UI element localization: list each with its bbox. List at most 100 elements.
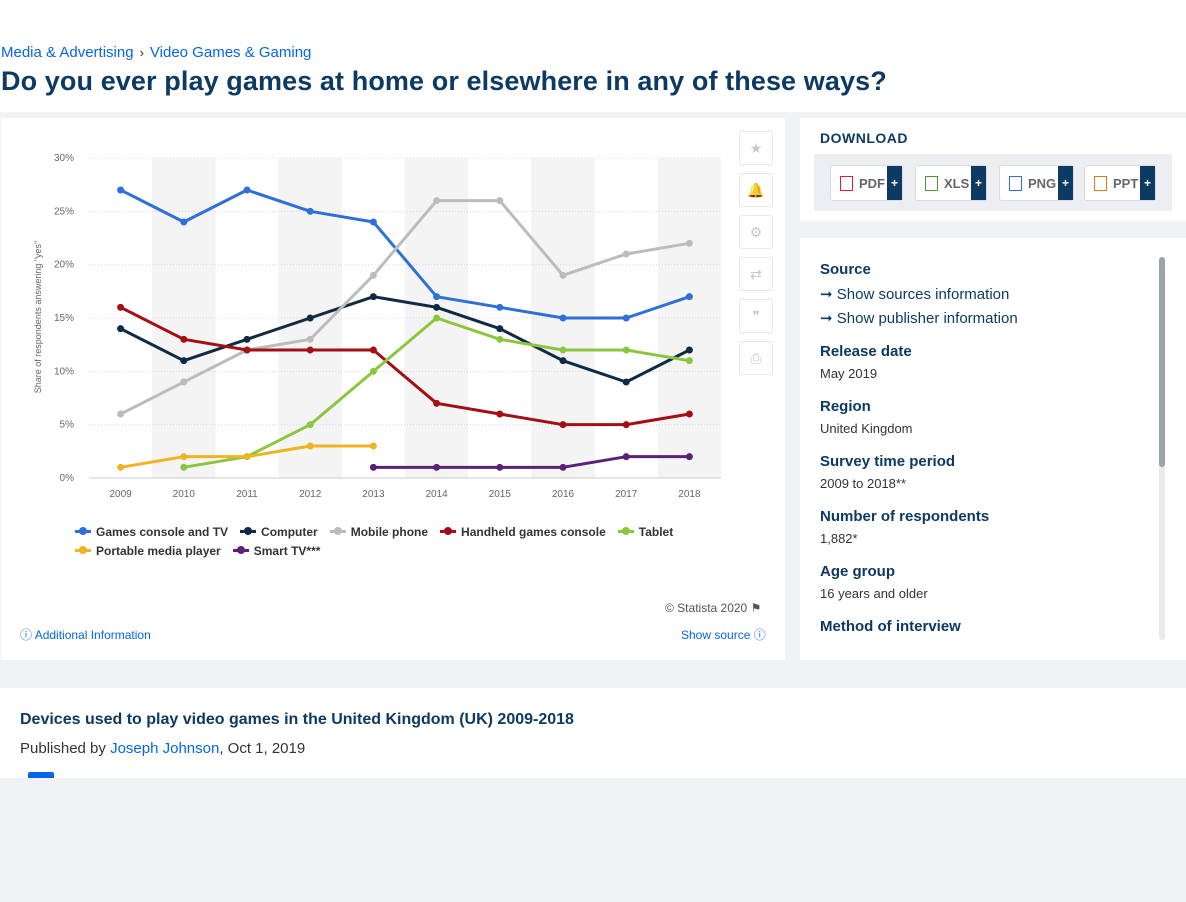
legend-label: Mobile phone — [350, 525, 429, 539]
breadcrumb-item-video-games[interactable]: Video Games & Gaming — [149, 44, 312, 61]
data-point — [433, 463, 441, 471]
download-ppt-button[interactable]: PPT + — [1084, 165, 1156, 201]
data-point — [117, 463, 125, 471]
legend-swatch — [75, 546, 91, 555]
data-point — [433, 314, 441, 322]
data-point — [496, 303, 504, 311]
legend-item[interactable]: Computer — [240, 523, 318, 542]
plus-icon[interactable]: + — [971, 166, 986, 200]
data-point — [180, 218, 188, 226]
data-point — [496, 325, 504, 333]
survey-period-value: 2009 to 2018** — [820, 476, 907, 491]
release-date-value: May 2019 — [820, 366, 878, 381]
x-tick-label: 2009 — [109, 489, 132, 500]
y-tick-label: 25% — [54, 206, 74, 217]
plus-icon[interactable]: + — [887, 166, 902, 200]
data-point — [243, 335, 251, 343]
arrow-right-icon: ➞ — [820, 286, 833, 303]
data-point — [180, 378, 188, 386]
breadcrumb-item-media[interactable]: Media & Advertising — [1, 44, 134, 61]
legend-item[interactable]: Mobile phone — [329, 523, 429, 542]
chart-card: 0% 5% 10% 15% 20% 25% 30% 2009 2010 2011 2012 2013 2… — [1, 118, 785, 660]
y-tick-label: 30% — [54, 153, 74, 164]
ppt-file-icon — [1094, 175, 1107, 191]
legend-item[interactable]: Tablet — [617, 523, 673, 542]
y-tick-label: 10% — [54, 366, 74, 377]
legend-label: Computer — [261, 525, 318, 539]
quote-icon[interactable]: ❞ — [739, 299, 773, 333]
download-xls-button[interactable]: XLS + — [915, 165, 987, 201]
x-tick-label: 2011 — [236, 489, 258, 500]
data-point — [180, 453, 188, 461]
legend-swatch — [329, 527, 346, 536]
x-tick-label: 2013 — [362, 489, 385, 500]
source-info-card: Source ➞ Show sources information ➞ Show… — [800, 238, 1186, 660]
y-tick-label: 5% — [60, 420, 75, 431]
legend-swatch — [617, 527, 634, 536]
legend-label: Games console and TV — [96, 525, 229, 539]
print-icon[interactable]: ⎙ — [739, 341, 773, 375]
age-group-value: 16 years and older — [820, 586, 928, 601]
legend-item[interactable]: Smart TV*** — [232, 542, 321, 561]
data-point — [369, 346, 377, 354]
download-card: DOWNLOAD PDF + XLS + PNG + PPT + — [800, 118, 1186, 221]
legend-item[interactable]: Games console and TV — [75, 523, 228, 542]
data-point — [622, 421, 630, 429]
data-point — [306, 346, 314, 354]
scrollbar-thumb[interactable] — [1159, 257, 1165, 467]
description-card: Devices used to play video games in the … — [0, 688, 1186, 778]
flag-icon[interactable]: ⚑ — [750, 601, 762, 615]
age-group-heading: Age group — [820, 563, 895, 580]
survey-period-heading: Survey time period — [820, 453, 956, 470]
show-sources-link[interactable]: ➞ Show sources information — [820, 286, 1010, 303]
bell-icon[interactable]: 🔔 — [739, 173, 773, 207]
data-point — [180, 357, 188, 365]
legend-item[interactable]: Portable media player — [75, 542, 221, 561]
data-point — [243, 346, 251, 354]
tab-indicator[interactable] — [28, 772, 54, 778]
data-point — [306, 314, 314, 322]
statistic-title: Devices used to play video games in the … — [20, 711, 574, 728]
release-date-heading: Release date — [820, 343, 912, 360]
legend-label: Smart TV*** — [253, 544, 321, 558]
series-line — [119, 295, 691, 384]
show-publisher-link[interactable]: ➞ Show publisher information — [820, 310, 1018, 327]
respondents-heading: Number of respondents — [820, 508, 990, 525]
plus-icon[interactable]: + — [1140, 166, 1155, 200]
data-point — [622, 250, 630, 258]
additional-info-link[interactable]: ⓘ Additional Information — [20, 628, 151, 642]
data-point — [685, 410, 693, 418]
legend-item[interactable]: Handheld games console — [440, 523, 606, 542]
data-point — [117, 303, 125, 311]
data-point — [369, 293, 377, 301]
data-point — [559, 463, 567, 471]
download-png-button[interactable]: PNG + — [999, 165, 1074, 201]
author-link[interactable]: Joseph Johnson — [110, 740, 220, 757]
chart-toolbar: ★ 🔔 ⚙ ⇄ ❞ ⎙ — [739, 131, 773, 383]
data-point — [685, 293, 693, 301]
gear-icon[interactable]: ⚙ — [739, 215, 773, 249]
data-point — [496, 335, 504, 343]
show-source-link[interactable]: Show source ⓘ — [681, 628, 766, 642]
star-icon[interactable]: ★ — [739, 131, 773, 165]
series-line — [119, 199, 691, 416]
download-buttons: PDF + XLS + PNG + PPT + — [814, 154, 1172, 211]
download-pdf-button[interactable]: PDF + — [830, 165, 903, 201]
breadcrumb: Media & Advertising › Video Games & Gaming — [1, 44, 311, 61]
data-point — [369, 367, 377, 375]
data-point — [496, 463, 504, 471]
data-point — [685, 346, 693, 354]
data-point — [180, 335, 188, 343]
plus-icon[interactable]: + — [1058, 166, 1073, 200]
series-line — [119, 305, 691, 427]
x-tick-label: 2010 — [173, 489, 196, 500]
data-point — [622, 453, 630, 461]
y-tick-label: 0% — [60, 473, 75, 484]
info-icon: ⓘ — [20, 628, 33, 642]
region-heading: Region — [820, 398, 871, 415]
data-point — [559, 346, 567, 354]
scrollbar[interactable] — [1159, 257, 1165, 640]
x-tick-label: 2017 — [615, 489, 638, 500]
data-point — [369, 271, 377, 279]
share-icon[interactable]: ⇄ — [739, 257, 773, 291]
